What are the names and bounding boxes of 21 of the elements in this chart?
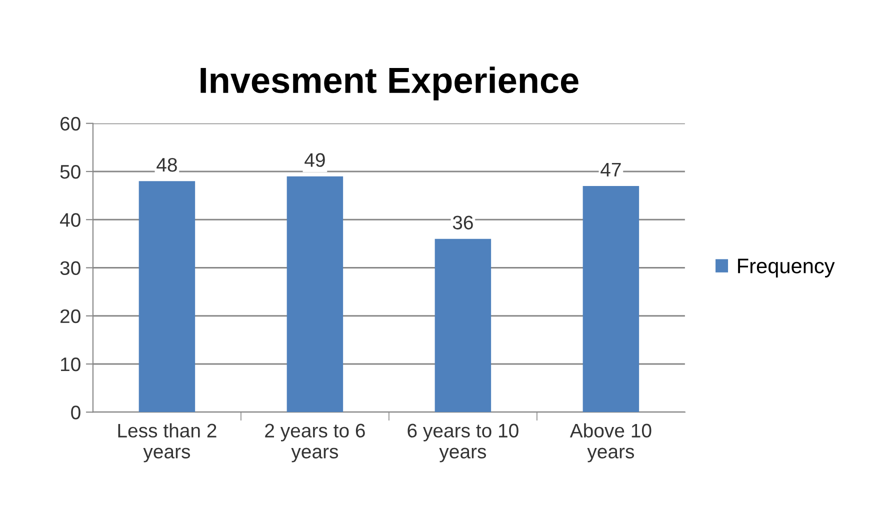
y-tick-label: 50 (60, 164, 80, 179)
y-tick-label: 60 (60, 116, 80, 131)
data-label: 49 (304, 153, 325, 167)
y-tick-label: 10 (61, 357, 80, 372)
y-tick-label: 20 (60, 309, 80, 324)
legend-label: Frequency (738, 258, 835, 278)
y-tick-label: 40 (60, 213, 80, 227)
data-label: 47 (600, 162, 621, 176)
data-label: 36 (452, 216, 473, 230)
bar (434, 238, 492, 412)
y-tick-label: 30 (60, 261, 80, 275)
bar (582, 186, 640, 412)
x-tick-label: Above 10 years (570, 423, 652, 462)
x-tick-label: Less than 2 years (118, 423, 216, 462)
x-tick-label: 6 years to 10 years (408, 424, 518, 462)
y-tick-label: 0 (71, 406, 80, 420)
bar (138, 181, 196, 412)
x-tick-label: 2 years to 6 years (265, 424, 365, 462)
data-label: 48 (156, 158, 177, 172)
chart-title: Invesment Experience (200, 66, 578, 100)
bar (286, 176, 344, 412)
